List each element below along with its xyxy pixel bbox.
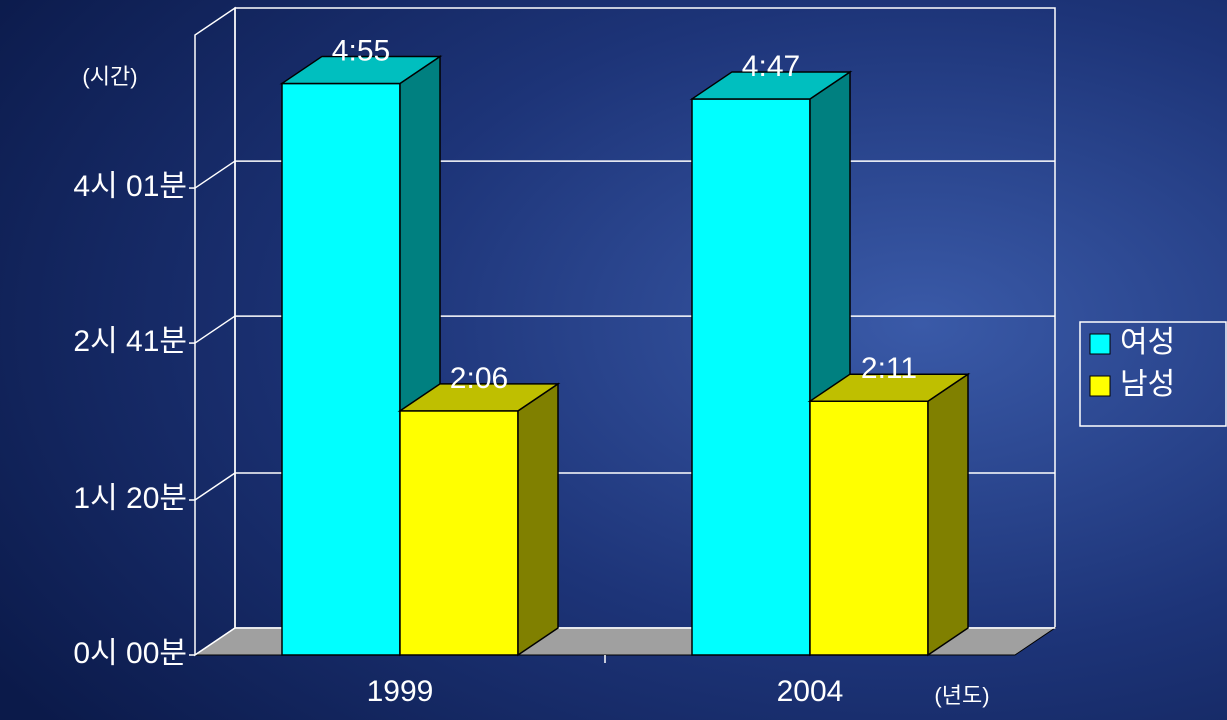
y-tick-label: 1시 20분: [73, 482, 187, 515]
data-label: 4:55: [332, 34, 390, 67]
bar-top: [279, 55, 443, 85]
bar-side: [927, 372, 969, 657]
legend-swatch: [1089, 375, 1111, 397]
data-label: 4:47: [742, 50, 800, 83]
y-tick-label: 2시 41분: [73, 325, 187, 358]
y-tick-label: 0시 00분: [73, 637, 187, 670]
bar-top: [397, 383, 561, 412]
legend-box: [1079, 321, 1227, 427]
x-axis-label: (년도): [934, 683, 989, 708]
y-tick-label: 4시 01분: [73, 170, 187, 203]
legend-label: 남성: [1120, 368, 1175, 401]
bar-front: [399, 410, 519, 656]
bar-front: [281, 82, 401, 656]
bar-top: [807, 373, 971, 402]
data-label: 2:11: [861, 352, 917, 385]
bar-side: [517, 382, 559, 657]
bar-front: [691, 98, 811, 656]
y-axis-label: (시간): [82, 64, 137, 89]
legend-label: 여성: [1120, 326, 1175, 359]
bar-top: [689, 71, 853, 100]
x-tick-label: 2004: [777, 675, 844, 708]
data-label: 2:06: [450, 362, 508, 395]
bar-front: [809, 400, 929, 656]
legend-swatch: [1089, 333, 1111, 355]
x-tick-label: 1999: [367, 675, 434, 708]
